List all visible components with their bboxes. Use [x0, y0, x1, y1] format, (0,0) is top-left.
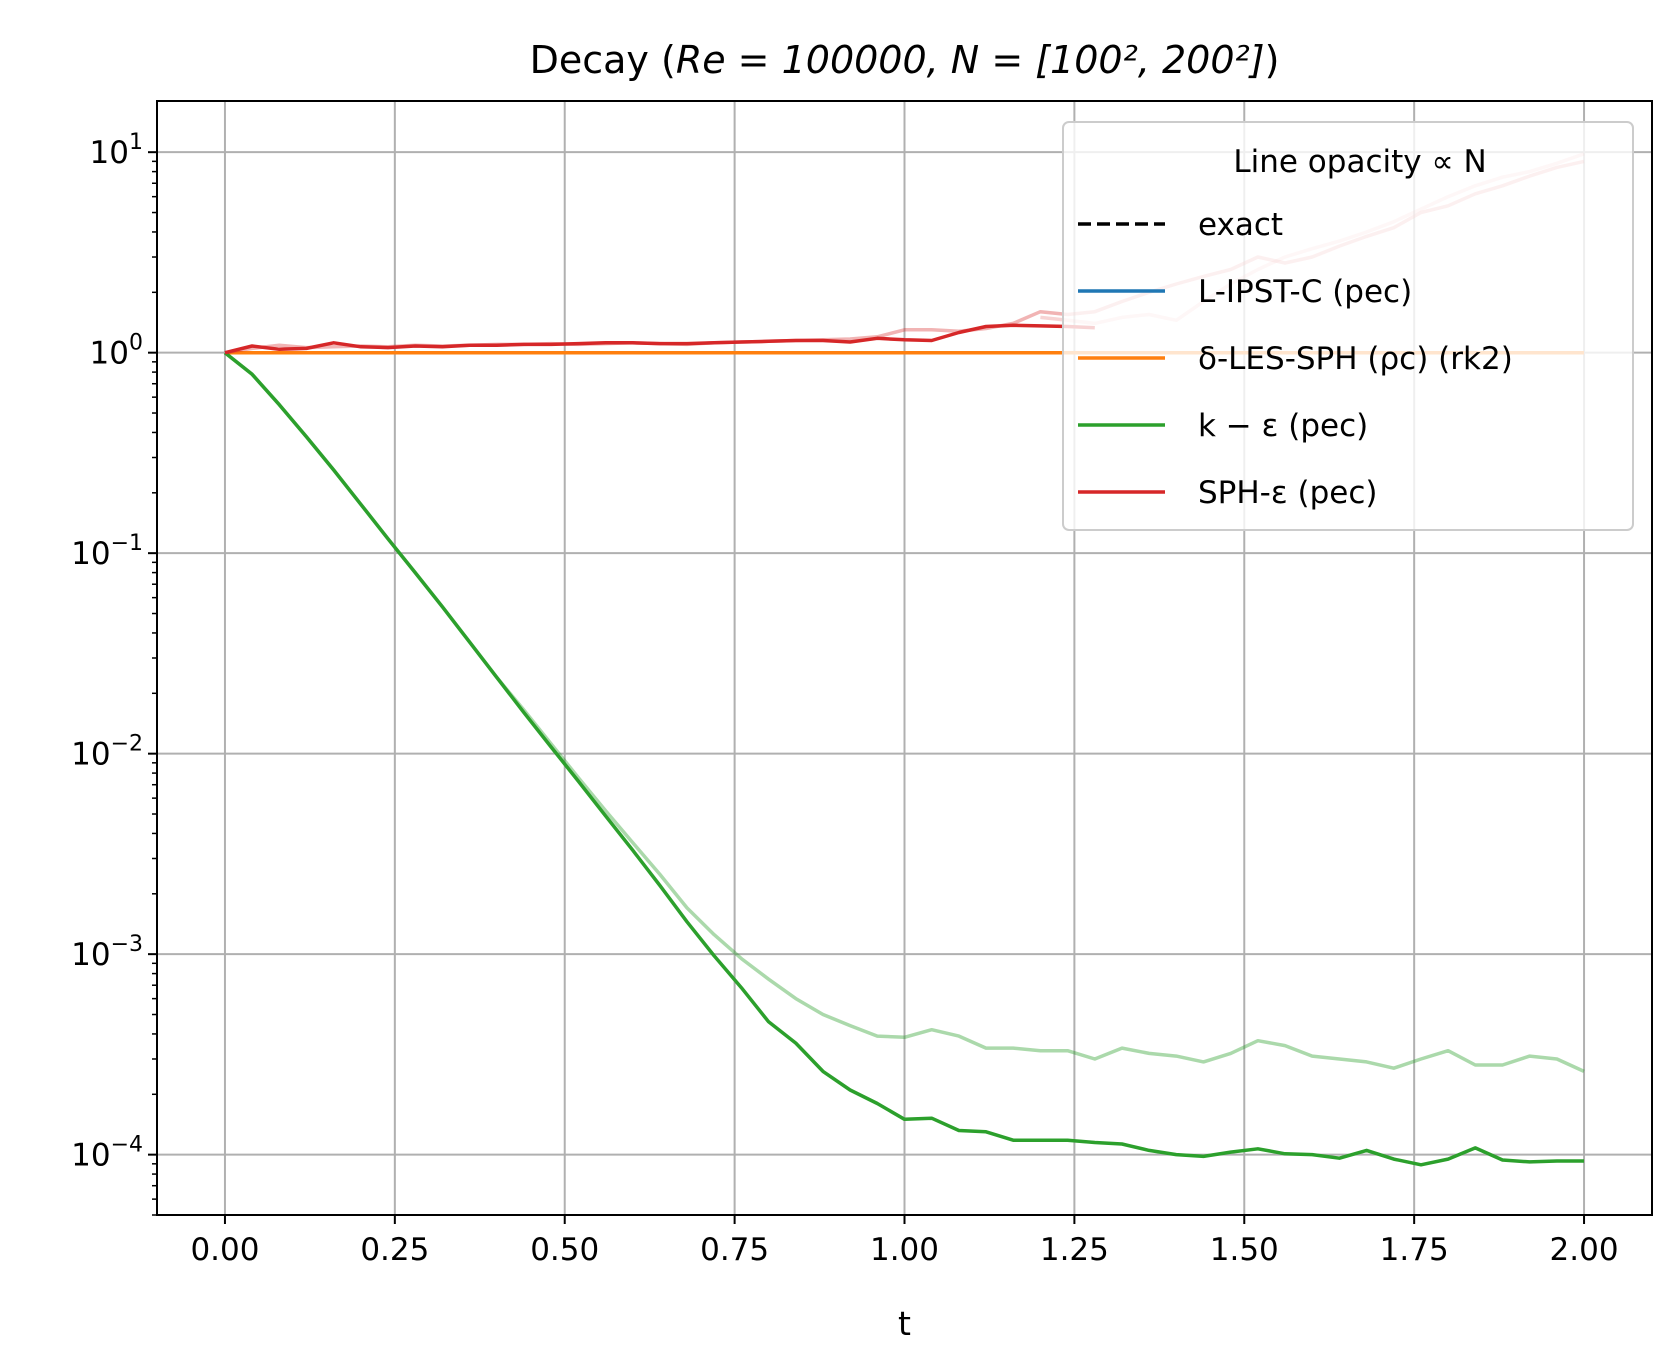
y-tick-label: 10−1	[71, 531, 143, 572]
x-axis-label: t	[898, 1304, 911, 1343]
legend-label: δ-LES-SPH (ρc) (rk2)	[1198, 341, 1513, 377]
y-tick-label: 10−4	[71, 1133, 143, 1174]
legend-label: k − ε (pec)	[1198, 408, 1368, 444]
chart-title: Decay (Re = 100000, N = [100², 200²])	[530, 38, 1280, 82]
x-tick-label: 2.00	[1550, 1232, 1619, 1268]
x-tick-label: 0.75	[700, 1232, 769, 1268]
x-tick-label: 1.00	[870, 1232, 939, 1268]
y-tick-label: 100	[90, 331, 143, 372]
x-tick-label: 0.50	[530, 1232, 599, 1268]
legend-box	[1062, 121, 1634, 531]
x-tick-label: 1.75	[1380, 1232, 1449, 1268]
y-tick-label: 10−2	[71, 732, 143, 773]
series-line	[223, 351, 1584, 1167]
legend: Line opacity ∝ N exact L-IPST-C (pec) δ-LES…	[1062, 121, 1634, 531]
y-axis-ticks: 101 100 10−1 10−2 10−3 10−4	[71, 130, 157, 1174]
legend-label: SPH-ε (pec)	[1198, 475, 1377, 511]
x-tick-label: 1.50	[1210, 1232, 1279, 1268]
series-line	[224, 323, 1095, 355]
x-tick-label: 0.00	[190, 1232, 259, 1268]
x-tick-label: 0.25	[360, 1232, 429, 1268]
y-tick-label: 10−3	[71, 932, 143, 973]
legend-title: Line opacity ∝ N	[1233, 144, 1486, 180]
legend-label: L-IPST-C (pec)	[1198, 274, 1412, 310]
x-axis-ticks: 0.00 0.25 0.50 0.75 1.00 1.25 1.50 1.75 2.00	[190, 1215, 1619, 1268]
y-tick-label: 101	[90, 130, 143, 171]
x-tick-label: 1.25	[1040, 1232, 1109, 1268]
chart-title-text: Decay (Re = 100000, N = [100², 200²])	[530, 38, 1280, 82]
legend-label: exact	[1198, 207, 1283, 243]
